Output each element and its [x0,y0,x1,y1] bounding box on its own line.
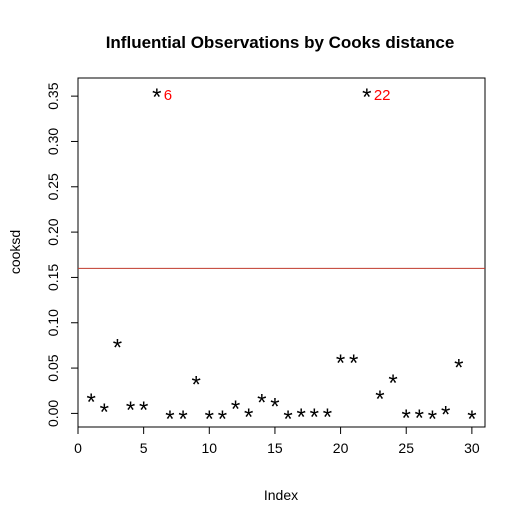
y-tick-label: 0.25 [45,173,61,200]
data-point: * [178,406,187,433]
data-point: * [323,404,332,431]
data-point: * [336,350,345,377]
y-tick-label: 0.35 [45,82,61,109]
y-tick-label: 0.20 [45,218,61,245]
data-point: * [257,390,266,417]
point-annotation: 22 [374,87,391,104]
y-tick-label: 0.05 [45,354,61,381]
data-point: * [441,401,450,428]
data-point: * [388,370,397,397]
x-tick-label: 0 [74,440,82,456]
data-point: * [86,389,95,416]
data-point: * [244,404,253,431]
data-point: * [270,393,279,420]
x-tick-label: 15 [267,440,283,456]
data-point: * [218,406,227,433]
data-point: * [362,84,371,111]
x-tick-label: 30 [464,440,480,456]
data-point: * [139,397,148,424]
y-axis-label: cooksd [7,230,23,274]
data-point: * [283,406,292,433]
x-tick-label: 20 [333,440,349,456]
x-axis-label: Index [264,487,298,503]
data-point: * [165,406,174,433]
annotation-layer: 6 22 [164,87,391,104]
data-point: * [100,399,109,426]
data-point: * [231,396,240,423]
x-axis: 0 5 10 15 20 25 30 [74,426,480,456]
data-point: * [310,404,319,431]
x-tick-label: 5 [140,440,148,456]
chart-title: Influential Observations by Cooks distan… [106,33,455,52]
data-point: * [415,405,424,432]
data-point: * [152,84,161,111]
data-point: * [402,405,411,432]
y-tick-label: 0.30 [45,128,61,155]
data-point: * [126,397,135,424]
data-point: * [205,406,214,433]
y-tick-label: 0.00 [45,400,61,427]
plot-frame [77,77,486,428]
point-annotation: 6 [164,87,172,104]
data-point: * [428,406,437,433]
x-tick-label: 25 [398,440,414,456]
data-point: * [191,372,200,399]
data-point: * [454,354,463,381]
x-tick-label: 10 [202,440,218,456]
data-point: * [375,386,384,413]
data-point: * [467,406,476,433]
points-layer: * *** *** *** * * ** * * * * ** ***** * * *** [86,84,476,433]
y-tick-label: 0.10 [45,309,61,336]
data-point: * [349,350,358,377]
data-point: * [297,404,306,431]
data-point: * [113,334,122,361]
y-axis: 0.00 0.05 0.10 0.15 0.20 0.25 0.30 0.35 [45,82,79,427]
y-tick-label: 0.15 [45,264,61,291]
